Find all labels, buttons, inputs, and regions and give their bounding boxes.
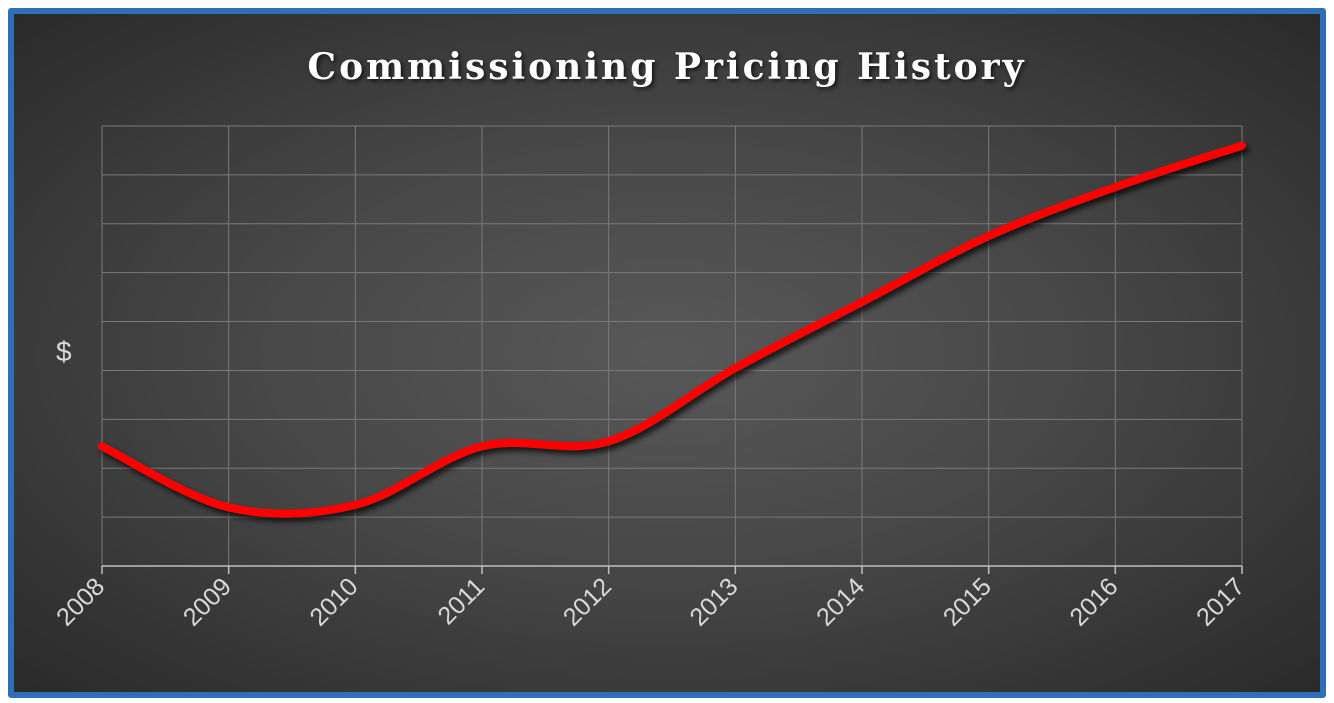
x-tick-label: 2015 — [938, 572, 997, 631]
x-tick-label: 2016 — [1064, 572, 1123, 631]
x-tick-label: 2012 — [558, 572, 617, 631]
x-axis: 2008 2009 2010 2011 2012 2013 2014 2015 2016 2017 — [51, 565, 1250, 632]
chart-title: Commissioning Pricing History — [307, 46, 1027, 88]
x-tick-label: 2009 — [178, 572, 237, 631]
y-axis-label: $ — [56, 336, 72, 367]
x-tick-label: 2017 — [1191, 572, 1250, 631]
x-tick-label: 2008 — [51, 572, 110, 631]
grid — [101, 125, 1243, 567]
series-group — [97, 141, 1247, 518]
series-line-0 — [98, 141, 1246, 518]
x-tick-label: 2013 — [684, 572, 743, 631]
x-tick-label: 2011 — [432, 572, 490, 630]
x-tick-label: 2010 — [304, 572, 363, 631]
chart-frame: Commissioning Pricing History $ 2008 2009… — [8, 8, 1326, 698]
x-tick-label: 2014 — [811, 572, 870, 631]
line-chart: 2008 2009 2010 2011 2012 2013 2014 2015 2016 2017 — [51, 125, 1250, 632]
